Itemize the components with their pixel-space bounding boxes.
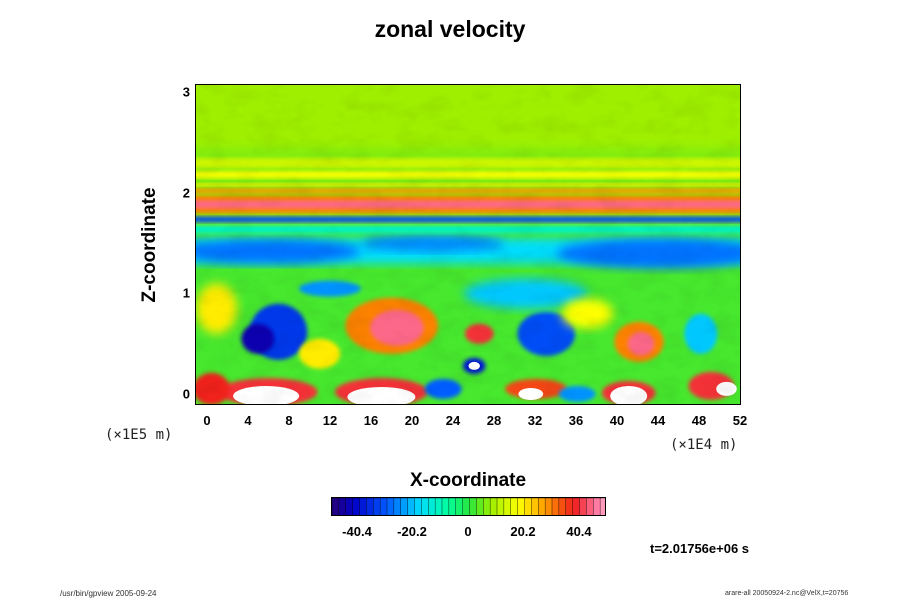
colorbar-bin [386,498,395,515]
colorbar-bin [400,498,409,515]
colorbar-bin [462,498,471,515]
colorbar-bin [332,498,340,515]
y-tick-label: 0 [182,386,190,402]
colorbar-bin [359,498,368,515]
x-tick-label: 36 [568,413,584,428]
plot-area [195,84,741,405]
colorbar-bin [510,498,519,515]
colorbar-bin [483,498,491,515]
colorbar-bin [503,498,512,515]
colorbar-bin [414,498,423,515]
x-tick-label: 8 [285,413,293,428]
colorbar-bin [421,498,430,515]
colorbar-bin [544,498,553,515]
colorbar-bin [455,498,464,515]
colorbar-bin [434,498,443,515]
colorbar-tick-label: -40.4 [342,524,372,539]
chart-title: zonal velocity [374,16,526,42]
colorbar-bin [428,498,436,515]
x-tick-label: 40 [609,413,625,428]
colorbar-tick-label: 40.4 [566,524,592,539]
colorbar-bin [586,498,595,515]
colorbar-bin [379,498,388,515]
colorbar-bin [572,498,581,515]
x-tick-label: 0 [203,413,211,428]
colorbar-bin [345,498,354,515]
colorbar-bin [531,498,540,515]
colorbar-bin [441,498,450,515]
time-annotation: t=2.01756e+06 s [650,541,750,556]
x-tick-label: 32 [527,413,543,428]
colorbar-bin [373,498,381,515]
x-tick-label: 20 [404,413,420,428]
colorbar [331,497,606,516]
x-tick-label: 28 [486,413,502,428]
x-tick-label: 48 [691,413,707,428]
colorbar-bin [558,498,567,515]
colorbar-tick-label: 20.2 [510,524,536,539]
colorbar-bin [338,498,347,515]
x-tick-label: 52 [732,413,748,428]
y-tick-label: 2 [182,185,190,201]
y-axis-multiplier: (×1E5 m) [105,427,173,443]
field-texture [196,85,740,404]
colorbar-tick-label: 0 [464,524,472,539]
colorbar-bin [593,498,601,515]
zonal-velocity-field [196,85,740,404]
x-tick-label: 16 [363,413,379,428]
colorbar-bin [579,498,588,515]
colorbar-bin [352,498,361,515]
colorbar-bin [599,498,605,515]
colorbar-bin [393,498,402,515]
x-tick-label: 4 [244,413,252,428]
colorbar-bin [517,498,526,515]
x-tick-label: 24 [445,413,461,428]
colorbar-bin [551,498,560,515]
x-tick-label: 12 [322,413,338,428]
footer-program-info: /usr/bin/gpview 2005-09-24 [60,589,157,598]
colorbar-bin [496,498,505,515]
colorbar-bin [366,498,375,515]
y-tick-label: 1 [182,285,190,301]
colorbar-bin [538,498,546,515]
x-axis-multiplier: (×1E4 m) [670,437,738,453]
colorbar-bin [476,498,485,515]
y-axis-label: Z-coordinate [139,187,160,303]
colorbar-bin [524,498,533,515]
x-tick-label: 44 [650,413,666,428]
colorbar-bin [489,498,498,515]
colorbar-bin [565,498,574,515]
x-axis-label: X-coordinate [409,470,527,491]
footer-file-info: arare-all 20050924-2.nc@VelX,t=20756 [725,590,849,597]
colorbar-bin [469,498,478,515]
colorbar-bin [448,498,457,515]
colorbar-tick-label: -20.2 [397,524,427,539]
colorbar-bin [407,498,416,515]
y-tick-label: 3 [182,84,190,100]
